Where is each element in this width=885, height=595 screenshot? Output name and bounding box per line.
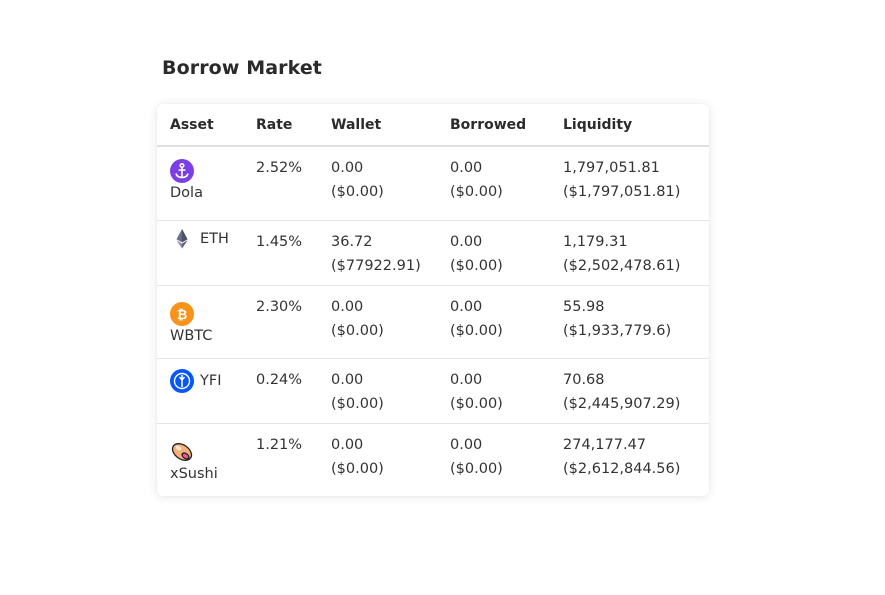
- borrowed-cell: 0.00 ($0.00): [450, 220, 563, 286]
- header-wallet[interactable]: Wallet: [331, 104, 450, 147]
- liquidity-usd: ($2,612,844.56): [563, 461, 681, 477]
- liquidity-amount: 274,177.47: [563, 437, 647, 453]
- sushi-icon: [170, 440, 194, 464]
- liquidity-usd: ($2,502,478.61): [563, 258, 681, 274]
- borrowed-usd: ($0.00): [450, 396, 503, 412]
- svg-text:₿: ₿: [177, 308, 188, 323]
- wallet-cell: 0.00 ($0.00): [331, 424, 450, 497]
- wallet-usd: ($0.00): [331, 396, 384, 412]
- table-row[interactable]: YFI 0.24% 0.00 ($0.00) 0.00 ($0.00) 70.68 (…: [157, 358, 709, 424]
- borrow-market-table: Asset Rate Wallet Borrowed Liquidity: [157, 104, 709, 496]
- wallet-amount: 0.00: [331, 299, 364, 315]
- rate-cell: 2.52%: [256, 146, 331, 221]
- dola-anchor-icon: [170, 159, 194, 183]
- bitcoin-icon: ₿: [170, 302, 194, 326]
- rate-cell: 1.45%: [256, 220, 331, 286]
- asset-name: YFI: [200, 373, 222, 389]
- wallet-usd: ($0.00): [331, 461, 384, 477]
- wallet-amount: 0.00: [331, 160, 364, 176]
- rate-value: 2.30%: [256, 299, 303, 315]
- borrowed-amount: 0.00: [450, 299, 483, 315]
- borrowed-cell: 0.00 ($0.00): [450, 358, 563, 424]
- liquidity-amount: 1,797,051.81: [563, 160, 660, 176]
- table-row[interactable]: xSushi 1.21% 0.00 ($0.00) 0.00 ($0.00) 274…: [157, 424, 709, 497]
- header-asset[interactable]: Asset: [157, 104, 256, 147]
- borrowed-amount: 0.00: [450, 372, 483, 388]
- borrowed-amount: 0.00: [450, 160, 483, 176]
- wallet-cell: 0.00 ($0.00): [331, 358, 450, 424]
- wallet-usd: ($0.00): [331, 184, 384, 200]
- borrowed-usd: ($0.00): [450, 461, 503, 477]
- wallet-amount: 0.00: [331, 437, 364, 453]
- asset-name: Dola: [170, 185, 203, 201]
- borrowed-usd: ($0.00): [450, 323, 503, 339]
- wallet-usd: ($0.00): [331, 323, 384, 339]
- table-row[interactable]: Dola 2.52% 0.00 ($0.00) 0.00 ($0.00) 1,797…: [157, 146, 709, 221]
- liquidity-usd: ($1,797,051.81): [563, 184, 681, 200]
- borrowed-cell: 0.00 ($0.00): [450, 285, 563, 359]
- rate-cell: 2.30%: [256, 285, 331, 359]
- asset-cell: Dola: [157, 146, 256, 221]
- asset-name: ETH: [200, 231, 229, 247]
- liquidity-amount: 70.68: [563, 372, 605, 388]
- liquidity-usd: ($1,933,779.6): [563, 323, 672, 339]
- header-borrowed[interactable]: Borrowed: [450, 104, 563, 147]
- rate-value: 1.21%: [256, 437, 303, 453]
- asset-cell: xSushi: [157, 424, 256, 497]
- table-header-row: Asset Rate Wallet Borrowed Liquidity: [157, 104, 709, 147]
- rate-value: 1.45%: [256, 234, 303, 250]
- borrowed-usd: ($0.00): [450, 258, 503, 274]
- page-title: Borrow Market: [162, 57, 322, 79]
- asset-cell: ₿ WBTC: [157, 285, 256, 359]
- asset-name: WBTC: [170, 328, 213, 344]
- rate-cell: 1.21%: [256, 424, 331, 497]
- table-row[interactable]: ETH 1.45% 36.72 ($77922.91) 0.00 ($0.00) 1…: [157, 220, 709, 286]
- header-rate[interactable]: Rate: [256, 104, 331, 147]
- borrowed-cell: 0.00 ($0.00): [450, 424, 563, 497]
- wallet-cell: 36.72 ($77922.91): [331, 220, 450, 286]
- wallet-cell: 0.00 ($0.00): [331, 146, 450, 221]
- liquidity-cell: 55.98 ($1,933,779.6): [563, 285, 709, 359]
- liquidity-cell: 70.68 ($2,445,907.29): [563, 358, 709, 424]
- wallet-amount: 36.72: [331, 234, 373, 250]
- borrow-market-card: Asset Rate Wallet Borrowed Liquidity: [157, 104, 709, 496]
- liquidity-amount: 1,179.31: [563, 234, 628, 250]
- asset-cell: YFI: [157, 358, 256, 424]
- liquidity-usd: ($2,445,907.29): [563, 396, 681, 412]
- header-liquidity[interactable]: Liquidity: [563, 104, 709, 147]
- asset-cell: ETH: [157, 220, 256, 286]
- rate-value: 2.52%: [256, 160, 303, 176]
- wallet-amount: 0.00: [331, 372, 364, 388]
- borrowed-amount: 0.00: [450, 234, 483, 250]
- borrowed-amount: 0.00: [450, 437, 483, 453]
- yearn-icon: [170, 369, 194, 393]
- liquidity-cell: 274,177.47 ($2,612,844.56): [563, 424, 709, 497]
- wallet-cell: 0.00 ($0.00): [331, 285, 450, 359]
- rate-cell: 0.24%: [256, 358, 331, 424]
- table-row[interactable]: ₿ WBTC 2.30% 0.00 ($0.00) 0.00 ($0.00) 55.…: [157, 285, 709, 359]
- ethereum-icon: [170, 227, 194, 251]
- liquidity-cell: 1,179.31 ($2,502,478.61): [563, 220, 709, 286]
- borrowed-cell: 0.00 ($0.00): [450, 146, 563, 221]
- wallet-usd: ($77922.91): [331, 258, 421, 274]
- asset-name: xSushi: [170, 466, 218, 482]
- borrowed-usd: ($0.00): [450, 184, 503, 200]
- liquidity-amount: 55.98: [563, 299, 605, 315]
- rate-value: 0.24%: [256, 372, 303, 388]
- liquidity-cell: 1,797,051.81 ($1,797,051.81): [563, 146, 709, 221]
